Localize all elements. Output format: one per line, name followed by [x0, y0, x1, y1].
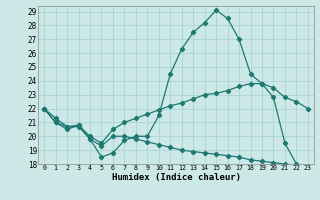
X-axis label: Humidex (Indice chaleur): Humidex (Indice chaleur) — [111, 173, 241, 182]
